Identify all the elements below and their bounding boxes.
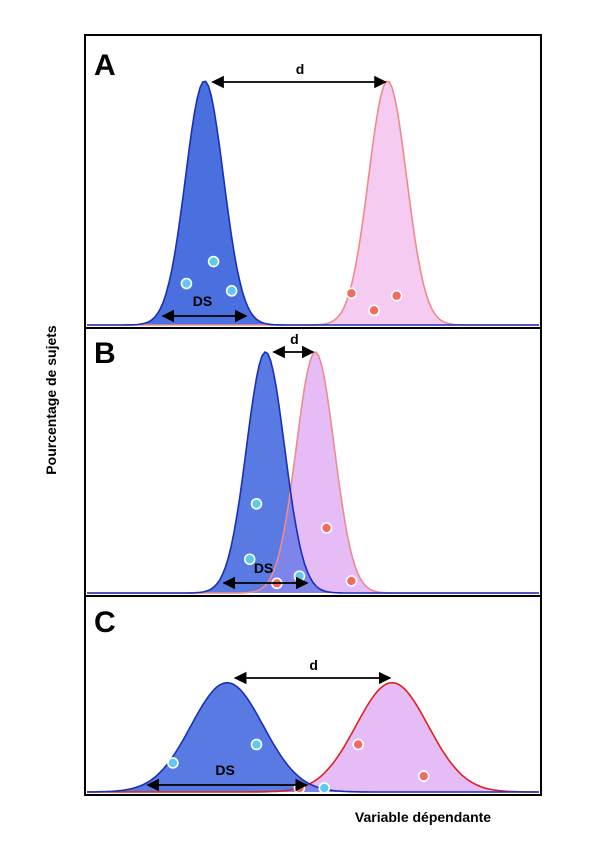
distance-label: d (309, 657, 318, 673)
distance-label: d (290, 331, 299, 347)
overlap-region (87, 352, 539, 593)
blue-sample-point (180, 277, 193, 290)
overlap-region (87, 682, 539, 792)
red-sample-point (352, 738, 365, 751)
sd-label: DS (215, 762, 234, 778)
blue-sample-point (207, 255, 220, 268)
outer-frame (84, 34, 542, 796)
blue-outline (87, 80, 539, 326)
blue-outline (87, 682, 539, 793)
x-axis-label: Variable dépendante (355, 809, 491, 825)
pink-outline (87, 681, 539, 793)
panel-letter: C (94, 606, 116, 639)
panel-b: d DS B (87, 331, 539, 594)
blue-distribution (87, 81, 539, 326)
distance-label: d (296, 61, 305, 77)
red-sample-point (417, 770, 430, 782)
curves (87, 80, 539, 326)
blue-sample-point (250, 738, 263, 751)
panel-c: d DS C (87, 606, 539, 794)
pink-outline (87, 80, 539, 326)
pink-distribution (87, 81, 539, 326)
curves (87, 681, 539, 793)
blue-sample-point (250, 498, 263, 510)
blue-sample-point (243, 553, 256, 566)
blue-distribution (87, 682, 539, 792)
pink-distribution (87, 352, 539, 593)
blue-sample-point (293, 570, 306, 582)
blue-sample-point (225, 285, 238, 297)
red-sample-point (368, 304, 380, 317)
panel-letter: A (94, 49, 116, 82)
red-sample-point (320, 522, 333, 534)
panels-layer: d DS Ad DS Bd DS C (87, 49, 539, 794)
panel-letter: B (94, 337, 116, 370)
sd-label: DS (193, 293, 212, 309)
blue-sample-point (167, 757, 179, 769)
blue-outline (87, 351, 539, 594)
pink-distribution (87, 682, 539, 792)
red-sample-point (390, 289, 403, 302)
y-axis-label: Pourcentage de sujets (43, 325, 59, 475)
panel-a: d DS A (87, 49, 539, 326)
red-sample-point (345, 575, 358, 587)
red-sample-point (345, 287, 358, 300)
sd-label: DS (254, 560, 273, 576)
blue-sample-point (318, 782, 331, 794)
curves (87, 351, 539, 594)
